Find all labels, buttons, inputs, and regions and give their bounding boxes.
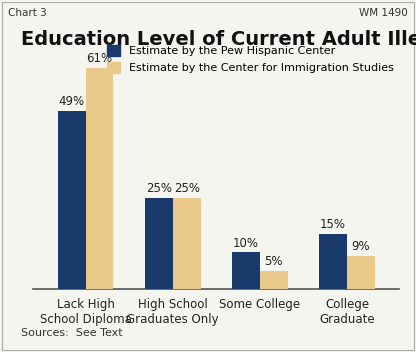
Text: 25%: 25% [174,182,200,195]
Text: WM 1490: WM 1490 [359,8,408,18]
Text: 61%: 61% [87,52,113,65]
Bar [347,256,375,289]
Text: 15%: 15% [320,218,346,231]
Bar [173,198,201,289]
Bar [58,111,86,289]
Text: 5%: 5% [265,254,283,268]
Text: 49%: 49% [59,95,85,108]
Bar [145,198,173,289]
Text: Sources:  See Text: Sources: See Text [21,328,122,338]
Text: Chart 3: Chart 3 [8,8,47,18]
Bar [260,271,288,289]
Bar [319,234,347,289]
Text: 25%: 25% [146,182,172,195]
Text: 9%: 9% [352,240,370,253]
Text: 10%: 10% [233,237,259,250]
Text: Education Level of Current Adult Illegal Immigrants: Education Level of Current Adult Illegal… [21,30,416,49]
Bar [86,68,114,289]
Legend: Estimate by the Pew Hispanic Center, Estimate by the Center for Immigration Stud: Estimate by the Pew Hispanic Center, Est… [107,45,394,73]
Bar [232,252,260,289]
